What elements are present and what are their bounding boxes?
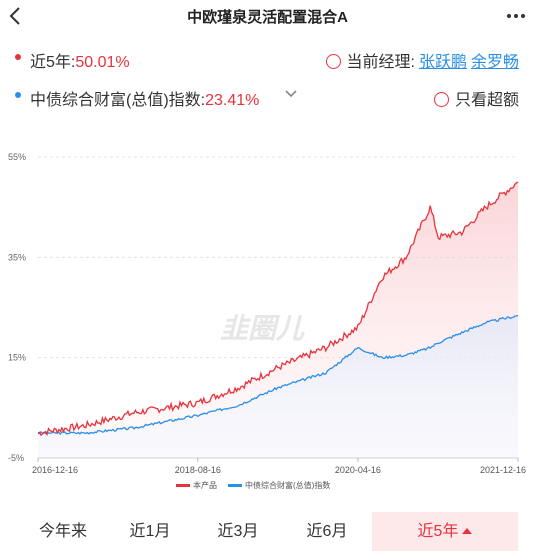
excess-area <box>38 182 518 436</box>
x-tick-label: 2016-12-16 <box>32 465 78 475</box>
legend-swatch <box>228 484 242 487</box>
x-tick-label: 2021-12-16 <box>480 465 526 475</box>
excess-only-toggle[interactable]: 只看超额 <box>433 86 519 110</box>
tab-label: 近6月 <box>306 523 348 540</box>
top-bar: 中欧瑾泉灵活配置混合A <box>0 0 535 34</box>
fund-dot <box>15 54 21 60</box>
legend-label: 本产品 <box>193 480 217 490</box>
performance-chart: 55% 35% 15% -5% 韭圈儿 2016-12-16 2018-08-16 2020-… <box>8 152 526 490</box>
chevron-down-icon[interactable] <box>284 87 298 101</box>
radio-circle-icon[interactable] <box>433 92 449 107</box>
tab-3[interactable]: 近3月 <box>198 512 278 551</box>
x-tick-label: 2018-08-16 <box>175 465 221 475</box>
radio-circle-icon[interactable] <box>325 54 341 69</box>
tab-label: 今年来 <box>38 523 87 540</box>
index-area <box>38 315 518 458</box>
tab-5[interactable]: 近5年 <box>372 512 518 551</box>
index-return-value: 23.41% <box>205 92 260 109</box>
manager-info[interactable]: 当前经理: 张跃鹏 余罗畅 <box>325 48 519 72</box>
legend-row-fund: 近5年:50.01% 当前经理: 张跃鹏 余罗畅 <box>0 45 535 71</box>
page-title: 中欧瑾泉灵活配置混合A <box>187 9 348 26</box>
legend-label: 中债综合财富(总值)指数 <box>245 480 330 490</box>
more-dots-icon[interactable] <box>507 14 525 20</box>
caret-up-icon <box>462 528 473 534</box>
fund-return: 近5年:50.01% <box>30 54 130 71</box>
tab-label: 近3月 <box>217 523 259 540</box>
tab-4[interactable]: 近6月 <box>287 512 367 551</box>
tab-1[interactable]: 今年来 <box>18 512 108 551</box>
tab-label: 近5年 <box>417 523 459 540</box>
manager-link-2[interactable]: 余罗畅 <box>470 54 519 71</box>
index-dot <box>15 92 21 98</box>
y-tick-label: 15% <box>8 353 26 363</box>
y-tick-label: -5% <box>8 453 24 463</box>
tab-label: 近1月 <box>129 523 171 540</box>
legend-swatch <box>176 484 190 487</box>
watermark-text: 韭圈儿 <box>220 313 305 344</box>
chevron-left-icon[interactable] <box>6 4 26 28</box>
tab-2[interactable]: 近1月 <box>110 512 190 551</box>
y-tick-label: 35% <box>8 252 26 262</box>
index-return: 中债综合财富(总值)指数:23.41% <box>30 92 260 109</box>
series-line-index <box>37 314 519 436</box>
manager-link-1[interactable]: 张跃鹏 <box>418 54 467 71</box>
fund-return-value: 50.01% <box>75 54 130 71</box>
legend-row-index: 中债综合财富(总值)指数:23.41% 只看超额 <box>0 83 535 109</box>
series-line-fund <box>37 181 519 437</box>
y-tick-label: 55% <box>8 152 26 162</box>
x-tick-label: 2020-04-16 <box>335 465 381 475</box>
period-tabs: 今年来 近1月 近3月 近6月 近5年 <box>0 512 535 551</box>
